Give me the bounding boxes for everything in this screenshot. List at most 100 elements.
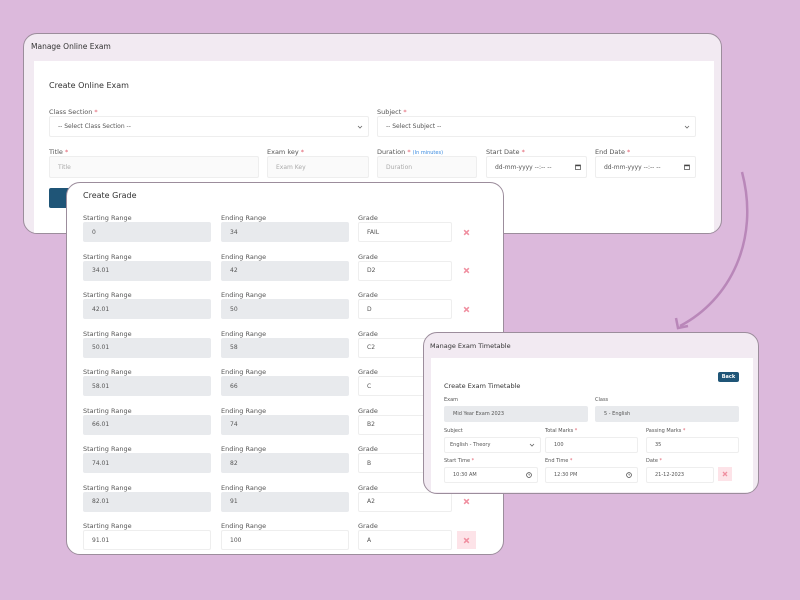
start-time-label: Start Time * — [444, 458, 475, 464]
starting-range-label: Starting Range — [83, 214, 132, 222]
grade-label: Grade — [358, 483, 378, 492]
ending-range-input[interactable]: 34 — [221, 222, 349, 242]
ending-range-input[interactable]: 82 — [221, 453, 349, 473]
window-title: Manage Online Exam — [31, 42, 111, 51]
starting-range-input[interactable]: 50.01 — [83, 337, 211, 358]
subject-label: Subject — [444, 428, 463, 434]
total-marks-label: Total Marks * — [545, 428, 578, 434]
class-section-label: Class Section * — [49, 108, 98, 116]
class-label: Class — [595, 397, 609, 403]
subject-label: Subject * — [377, 108, 407, 116]
grade-input[interactable]: D2 — [358, 260, 452, 281]
ending-range-input[interactable]: 42 — [221, 260, 349, 281]
start-time-input[interactable]: 10:30 AM — [444, 467, 538, 483]
grade-label: Grade — [358, 406, 378, 415]
delete-icon — [722, 471, 728, 477]
create-grade-window: Create Grade Starting Range 0 Ending Ran… — [66, 182, 504, 555]
timetable-panel: Back Create Exam Timetable Exam Mid Year… — [431, 358, 753, 492]
grade-input[interactable]: A2 — [358, 491, 452, 512]
date-label: Date * — [646, 458, 663, 464]
title-input[interactable]: Title — [49, 156, 259, 178]
duration-label: Duration * (In minutes) — [377, 148, 444, 156]
grade-input[interactable]: D — [358, 299, 452, 319]
delete-icon — [463, 229, 470, 235]
date-input[interactable]: 21-12-2023 — [646, 467, 714, 483]
starting-range-input[interactable]: 74.01 — [83, 453, 211, 473]
ending-range-label: Ending Range — [221, 445, 267, 453]
grade-label: Grade — [358, 445, 378, 453]
starting-range-input[interactable]: 42.01 — [83, 299, 211, 319]
total-marks-input[interactable]: 100 — [545, 437, 638, 453]
starting-range-label: Starting Range — [83, 445, 132, 453]
manage-exam-timetable-window: Manage Exam Timetable Back Create Exam T… — [423, 332, 759, 494]
delete-icon — [463, 306, 470, 312]
starting-range-input[interactable]: 34.01 — [83, 260, 211, 281]
grade-label: Grade — [358, 252, 378, 261]
ending-range-label: Ending Range — [221, 214, 267, 222]
grade-label: Grade — [358, 214, 378, 222]
window-title: Manage Exam Timetable — [430, 342, 511, 350]
starting-range-input[interactable]: 66.01 — [83, 414, 211, 435]
delete-icon — [463, 537, 470, 543]
ending-range-input[interactable]: 91 — [221, 491, 349, 512]
delete-button[interactable] — [457, 262, 476, 280]
ending-range-label: Ending Range — [221, 368, 267, 376]
grade-label: Grade — [358, 329, 378, 338]
grade-label: Grade — [358, 522, 378, 530]
end-time-label: End Time * — [545, 458, 573, 464]
calendar-icon — [684, 164, 690, 170]
starting-range-input[interactable]: 91.01 — [83, 530, 211, 550]
delete-button[interactable] — [457, 223, 476, 241]
exam-label: Exam — [444, 397, 459, 403]
ending-range-label: Ending Range — [221, 406, 267, 415]
calendar-icon — [575, 164, 581, 170]
end-time-input[interactable]: 12:30 PM — [545, 467, 638, 483]
class-section-select[interactable]: -- Select Class Section -- — [49, 116, 369, 137]
starting-range-label: Starting Range — [83, 252, 132, 261]
grade-input[interactable]: FAIL — [358, 222, 452, 242]
chevron-down-icon — [357, 125, 363, 129]
chevron-down-icon — [684, 125, 690, 129]
starting-range-input[interactable]: 58.01 — [83, 376, 211, 396]
exam-input[interactable]: Mid Year Exam 2023 — [444, 406, 588, 422]
class-input[interactable]: 5 - English — [595, 406, 739, 422]
ending-range-label: Ending Range — [221, 483, 267, 492]
starting-range-label: Starting Range — [83, 483, 132, 492]
ending-range-input[interactable]: 66 — [221, 376, 349, 396]
starting-range-input[interactable]: 0 — [83, 222, 211, 242]
grade-input[interactable]: A — [358, 530, 452, 550]
ending-range-label: Ending Range — [221, 522, 267, 530]
start-date-label: Start Date * — [486, 148, 525, 156]
starting-range-label: Starting Range — [83, 291, 132, 299]
delete-button[interactable] — [457, 531, 476, 549]
subject-select[interactable]: English - Theory — [444, 437, 541, 453]
form-heading: Create Online Exam — [49, 81, 129, 90]
grade-label: Grade — [358, 291, 378, 299]
delete-button[interactable] — [457, 493, 476, 511]
delete-icon — [463, 267, 470, 274]
subject-select[interactable]: -- Select Subject -- — [377, 116, 696, 137]
exam-key-input[interactable]: Exam Key — [267, 156, 369, 178]
clock-icon — [526, 472, 532, 478]
delete-button[interactable] — [718, 467, 732, 481]
chevron-down-icon — [529, 443, 535, 447]
end-date-label: End Date * — [595, 148, 631, 156]
starting-range-label: Starting Range — [83, 368, 132, 376]
passing-marks-input[interactable]: 35 — [646, 437, 739, 453]
ending-range-label: Ending Range — [221, 329, 267, 338]
delete-icon — [463, 498, 470, 505]
ending-range-input[interactable]: 74 — [221, 414, 349, 435]
starting-range-input[interactable]: 82.01 — [83, 491, 211, 512]
ending-range-label: Ending Range — [221, 252, 267, 261]
end-date-input[interactable]: dd-mm-yyyy --:-- -- — [595, 156, 696, 178]
ending-range-input[interactable]: 58 — [221, 337, 349, 358]
back-button[interactable]: Back — [718, 372, 739, 382]
delete-button[interactable] — [457, 300, 476, 318]
start-date-input[interactable]: dd-mm-yyyy --:-- -- — [486, 156, 587, 178]
ending-range-input[interactable]: 50 — [221, 299, 349, 319]
clock-icon — [626, 472, 632, 478]
duration-input[interactable]: Duration — [377, 156, 477, 178]
ending-range-input[interactable]: 100 — [221, 530, 349, 550]
passing-marks-label: Passing Marks * — [646, 428, 686, 434]
